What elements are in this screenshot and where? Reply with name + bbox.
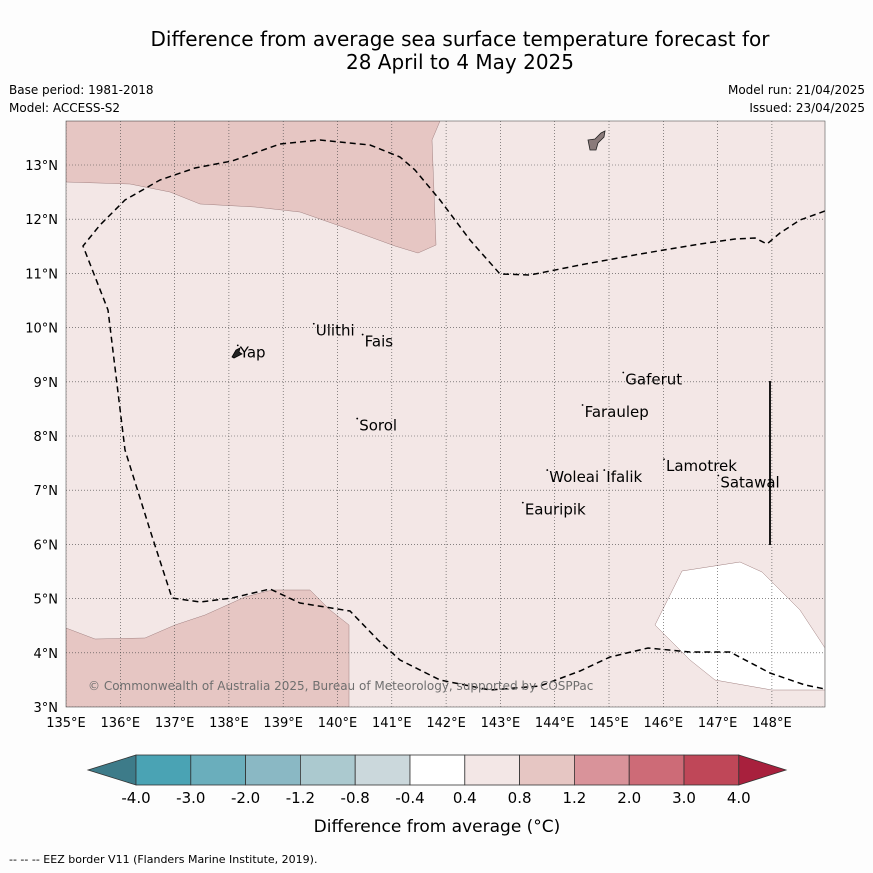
lon-tick-label: 138°E — [209, 716, 249, 731]
lat-tick-label: 12°N — [25, 213, 58, 228]
meta-right: Model run: 21/04/2025 Issued: 23/04/2025 — [728, 81, 865, 117]
island-marker — [546, 469, 549, 471]
legend-swatch — [464, 754, 520, 786]
title-line-1: Difference from average sea surface temp… — [150, 27, 770, 51]
legend-swatch — [628, 754, 685, 786]
legend-extend-high — [738, 754, 788, 786]
latitude-tick-labels: 3°N 4°N 5°N 6°N 7°N 8°N 9°N 10°N 11°N 12°N 13°N — [25, 159, 58, 716]
legend-tick-label: -2.0 — [231, 789, 260, 807]
lat-tick-label: 6°N — [34, 538, 59, 553]
graticule — [66, 121, 825, 707]
model-run-text: Model run: 21/04/2025 — [727, 83, 865, 97]
legend-swatch — [409, 754, 466, 786]
lon-tick-label: 136°E — [101, 716, 141, 731]
place-label-fais: Fais — [365, 333, 394, 351]
place-label-yap: Yap — [239, 343, 266, 361]
lat-tick-label: 8°N — [34, 430, 59, 445]
legend-swatch — [683, 754, 740, 786]
legend-tick-label: 2.0 — [617, 789, 641, 807]
neutral-zone-southeast — [654, 561, 825, 691]
lon-tick-label: 144°E — [535, 716, 575, 731]
colour-legend: -4.0 -3.0 -2.0 -1.2 -0.8 -0.4 0.4 0.8 1.2 2.0 3.0 4… — [86, 754, 788, 807]
lon-tick-label: 142°E — [426, 716, 466, 731]
lon-tick-label: 140°E — [318, 716, 358, 731]
lat-tick-label: 7°N — [34, 484, 59, 499]
lon-tick-label: 139°E — [263, 716, 303, 731]
model-text: Model: ACCESS-S2 — [9, 101, 121, 115]
island-marker — [312, 322, 315, 325]
legend-tick-label: -1.2 — [286, 789, 315, 807]
copyright-text: © Commonwealth of Australia 2025, Bureau… — [88, 679, 593, 693]
island-marker — [603, 469, 606, 471]
lat-tick-label: 3°N — [34, 701, 59, 716]
legend-tick-label: 3.0 — [672, 789, 696, 807]
legend-tick-label: 0.8 — [508, 789, 532, 807]
eez-footnote: -- -- -- EEZ border V11 (Flanders Marine… — [9, 853, 318, 866]
legend-swatch — [519, 754, 575, 786]
legend-swatch — [135, 754, 192, 786]
lat-tick-label: 11°N — [25, 267, 58, 282]
place-label-gaferut: Gaferut — [625, 371, 682, 389]
place-label-faraulep: Faraulep — [585, 403, 649, 421]
legend-extend-low — [86, 754, 137, 786]
legend-tick-label: -0.8 — [341, 789, 370, 807]
lon-tick-label: 135°E — [46, 716, 86, 731]
island-marker — [361, 333, 364, 336]
legend-tick-label: -4.0 — [121, 789, 150, 807]
lon-tick-label: 143°E — [481, 716, 521, 731]
lon-tick-label: 141°E — [372, 716, 412, 731]
place-label-ifalik: Ifalik — [606, 468, 642, 486]
lon-tick-label: 147°E — [698, 716, 738, 731]
island-marker — [521, 501, 524, 504]
map-frame — [65, 120, 826, 708]
anomaly-zone-north — [66, 121, 441, 254]
place-label-sorol: Sorol — [359, 417, 397, 435]
legend-tick-label: 4.0 — [727, 789, 751, 807]
legend-swatch — [245, 754, 301, 786]
place-label-lamotrek: Lamotrek — [666, 457, 737, 475]
longitude-tick-labels: 135°E 136°E 137°E 138°E 139°E 140°E 141°E 142°E… — [46, 716, 791, 731]
legend-tick-label: 1.2 — [562, 789, 586, 807]
lon-tick-label: 148°E — [752, 716, 792, 731]
map-area: Yap Ulithi Fais Sorol Gaferut Faraulep Woleai I… — [66, 121, 825, 707]
lon-tick-label: 146°E — [644, 716, 684, 731]
legend-tick-label: -3.0 — [176, 789, 205, 807]
lat-tick-label: 9°N — [34, 376, 59, 391]
title-line-2: 28 April to 4 May 2025 — [346, 50, 574, 74]
place-label-eauripik: Eauripik — [525, 501, 586, 519]
legend-tick-label: -0.4 — [395, 789, 424, 807]
island-marker — [622, 371, 625, 374]
island-yap — [231, 347, 243, 359]
legend-label: Difference from average (°C) — [314, 817, 561, 837]
place-label-satawal: Satawal — [720, 473, 779, 491]
island-marker — [236, 344, 239, 347]
island-marker — [581, 404, 584, 406]
island-marker — [663, 458, 665, 461]
legend-swatch — [354, 754, 411, 786]
meta-left: Base period: 1981-2018 Model: ACCESS-S2 — [9, 81, 154, 117]
place-label-woleai: Woleai — [549, 468, 599, 486]
lat-tick-label: 5°N — [34, 593, 59, 608]
chart-title: Difference from average sea surface temp… — [0, 28, 873, 74]
legend-swatch — [190, 754, 247, 786]
island-guam — [587, 130, 606, 151]
legend-swatch — [574, 754, 630, 786]
lat-tick-label: 10°N — [25, 322, 58, 337]
issued-text: Issued: 23/04/2025 — [749, 101, 865, 115]
lon-tick-label: 145°E — [589, 716, 629, 731]
lat-tick-label: 13°N — [25, 159, 58, 174]
island-marker — [356, 417, 359, 420]
legend-tick-label: 0.4 — [453, 789, 477, 807]
place-labels: Yap Ulithi Fais Sorol Gaferut Faraulep Woleai I… — [236, 322, 780, 519]
lat-tick-label: 4°N — [34, 647, 59, 662]
eez-border — [82, 139, 825, 691]
place-label-ulithi: Ulithi — [316, 322, 355, 340]
base-period-text: Base period: 1981-2018 — [9, 83, 154, 97]
legend-swatch — [299, 754, 356, 786]
island-marker — [717, 474, 720, 477]
lon-tick-label: 137°E — [155, 716, 195, 731]
